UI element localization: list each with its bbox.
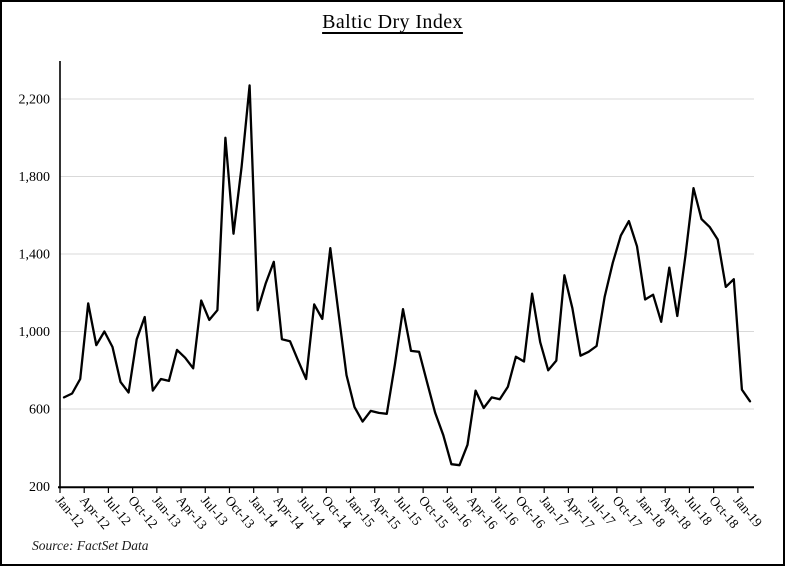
source-note: Source: FactSet Data	[32, 538, 149, 553]
y-tick-label: 1,800	[19, 170, 51, 185]
y-tick-label: 600	[29, 403, 50, 418]
y-tick-label: 2,200	[19, 93, 51, 108]
chart-title: Baltic Dry Index	[2, 11, 783, 34]
chart-title-text: Baltic Dry Index	[322, 11, 463, 33]
data-line-baltic-dry-index	[62, 84, 752, 467]
y-tick-label: 1,000	[19, 325, 51, 340]
y-tick-label: 1,400	[19, 248, 51, 263]
y-tick-label: 200	[29, 480, 50, 495]
